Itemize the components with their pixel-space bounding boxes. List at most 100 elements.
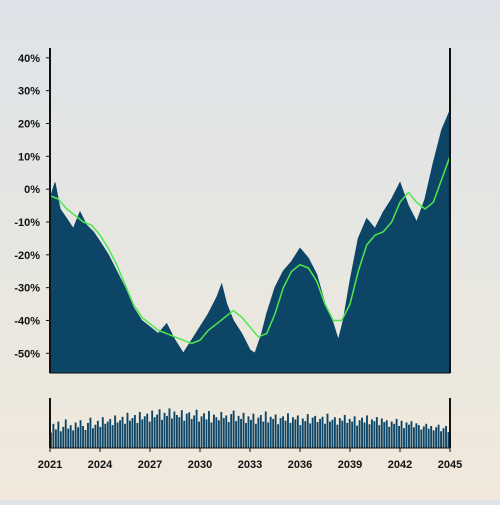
volume-bar bbox=[435, 427, 438, 448]
volume-bar bbox=[158, 409, 161, 448]
volume-bar bbox=[156, 414, 159, 448]
volume-bar bbox=[346, 422, 349, 448]
volume-bar bbox=[146, 413, 149, 448]
volume-bar bbox=[410, 421, 413, 448]
volume-bar bbox=[324, 423, 326, 448]
volume-bar bbox=[126, 412, 129, 448]
volume-plot-area bbox=[50, 408, 450, 448]
volume-bar bbox=[385, 420, 388, 448]
volume-bar bbox=[183, 420, 186, 448]
x-tick-label: 2045 bbox=[438, 459, 462, 471]
volume-bar bbox=[254, 423, 257, 448]
volume-bar bbox=[282, 416, 284, 448]
volume-bar bbox=[185, 413, 188, 448]
y-tick-label: -40% bbox=[14, 315, 40, 327]
volume-bar bbox=[230, 414, 233, 448]
axes bbox=[49, 48, 451, 449]
volume-bar bbox=[304, 421, 307, 448]
volume-bar bbox=[296, 415, 299, 448]
volume-bar bbox=[170, 418, 173, 448]
volume-bar bbox=[432, 430, 435, 448]
volume-bar bbox=[341, 420, 344, 448]
volume-bar bbox=[257, 417, 260, 448]
y-tick-label: -20% bbox=[14, 250, 40, 262]
volume-bar bbox=[111, 425, 114, 448]
volume-bar bbox=[151, 410, 154, 448]
volume-bar bbox=[291, 417, 294, 448]
volume-bar bbox=[326, 413, 329, 448]
volume-bar bbox=[82, 426, 84, 448]
volume-bar bbox=[54, 429, 57, 448]
volume-bar bbox=[373, 421, 376, 448]
volume-bar bbox=[84, 429, 87, 448]
volume-bar bbox=[277, 424, 280, 448]
volume-bar bbox=[190, 418, 193, 448]
volume-bar bbox=[91, 428, 94, 448]
volume-bar bbox=[442, 428, 445, 448]
volume-bar bbox=[242, 412, 245, 448]
volume-bar bbox=[101, 417, 104, 448]
volume-bar bbox=[220, 411, 223, 448]
x-tick-label: 2036 bbox=[288, 459, 312, 471]
volume-bar bbox=[94, 424, 97, 448]
volume-bar bbox=[336, 424, 339, 448]
volume-bar bbox=[141, 419, 144, 448]
x-tick-label: 2021 bbox=[38, 459, 62, 471]
volume-bar bbox=[269, 416, 272, 448]
volume-bar bbox=[163, 412, 166, 448]
volume-bar bbox=[89, 417, 92, 448]
volume-bar bbox=[188, 412, 191, 448]
volume-bar bbox=[64, 419, 67, 448]
volume-bar bbox=[287, 413, 289, 448]
volume-bar bbox=[124, 423, 126, 448]
main-plot-area bbox=[49, 110, 451, 374]
volume-bar bbox=[240, 418, 242, 448]
volume-bar bbox=[208, 411, 210, 448]
volume-bar bbox=[109, 418, 112, 448]
y-axis-ticks: 40% 30% 20% 10% 0% -10% -20% -30% -40% -50% bbox=[14, 53, 50, 360]
volume-bar bbox=[363, 422, 366, 448]
volume-bar bbox=[178, 417, 181, 448]
volume-bar bbox=[284, 420, 287, 448]
volume-bar bbox=[225, 415, 228, 448]
volume-bar bbox=[412, 427, 415, 448]
y-tick-label: -10% bbox=[14, 217, 40, 229]
volume-bar bbox=[351, 421, 354, 448]
x-axis-ticks: 2021 2024 2027 2030 2033 2036 2039 2042 2045 bbox=[38, 448, 462, 471]
volume-bar bbox=[168, 408, 171, 448]
volume-bar bbox=[116, 422, 119, 448]
y-tick-label: -50% bbox=[14, 348, 40, 360]
volume-bar bbox=[153, 417, 156, 448]
volume-bar bbox=[368, 424, 371, 448]
volume-bar bbox=[74, 422, 77, 448]
volume-bar bbox=[403, 428, 405, 448]
volume-bar bbox=[306, 414, 309, 448]
volume-bar bbox=[200, 416, 203, 448]
volume-bar bbox=[252, 413, 255, 448]
x-tick-label: 2033 bbox=[238, 459, 262, 471]
volume-bar bbox=[319, 418, 322, 448]
volume-bar bbox=[314, 415, 317, 448]
volume-bar bbox=[106, 421, 109, 448]
x-tick-label: 2027 bbox=[138, 459, 162, 471]
volume-bar bbox=[232, 410, 235, 448]
volume-bar bbox=[316, 422, 319, 448]
volume-bar bbox=[353, 416, 356, 448]
y-tick-label: 0% bbox=[24, 184, 40, 196]
volume-bar bbox=[274, 414, 277, 448]
volume-bar bbox=[114, 415, 117, 448]
volume-bar bbox=[437, 424, 440, 448]
volume-bar bbox=[331, 419, 334, 448]
volume-bar bbox=[415, 423, 418, 448]
volume-bar bbox=[237, 415, 240, 448]
volume-bar bbox=[148, 421, 151, 448]
volume-bar bbox=[69, 425, 72, 448]
volume-bar bbox=[72, 430, 75, 448]
volume-bar bbox=[388, 426, 391, 448]
x-tick-label: 2030 bbox=[188, 459, 212, 471]
volume-bar bbox=[180, 410, 183, 448]
volume-bar bbox=[358, 420, 361, 448]
volume-bar bbox=[210, 422, 213, 448]
volume-bar bbox=[427, 428, 430, 448]
volume-bar bbox=[193, 415, 196, 448]
